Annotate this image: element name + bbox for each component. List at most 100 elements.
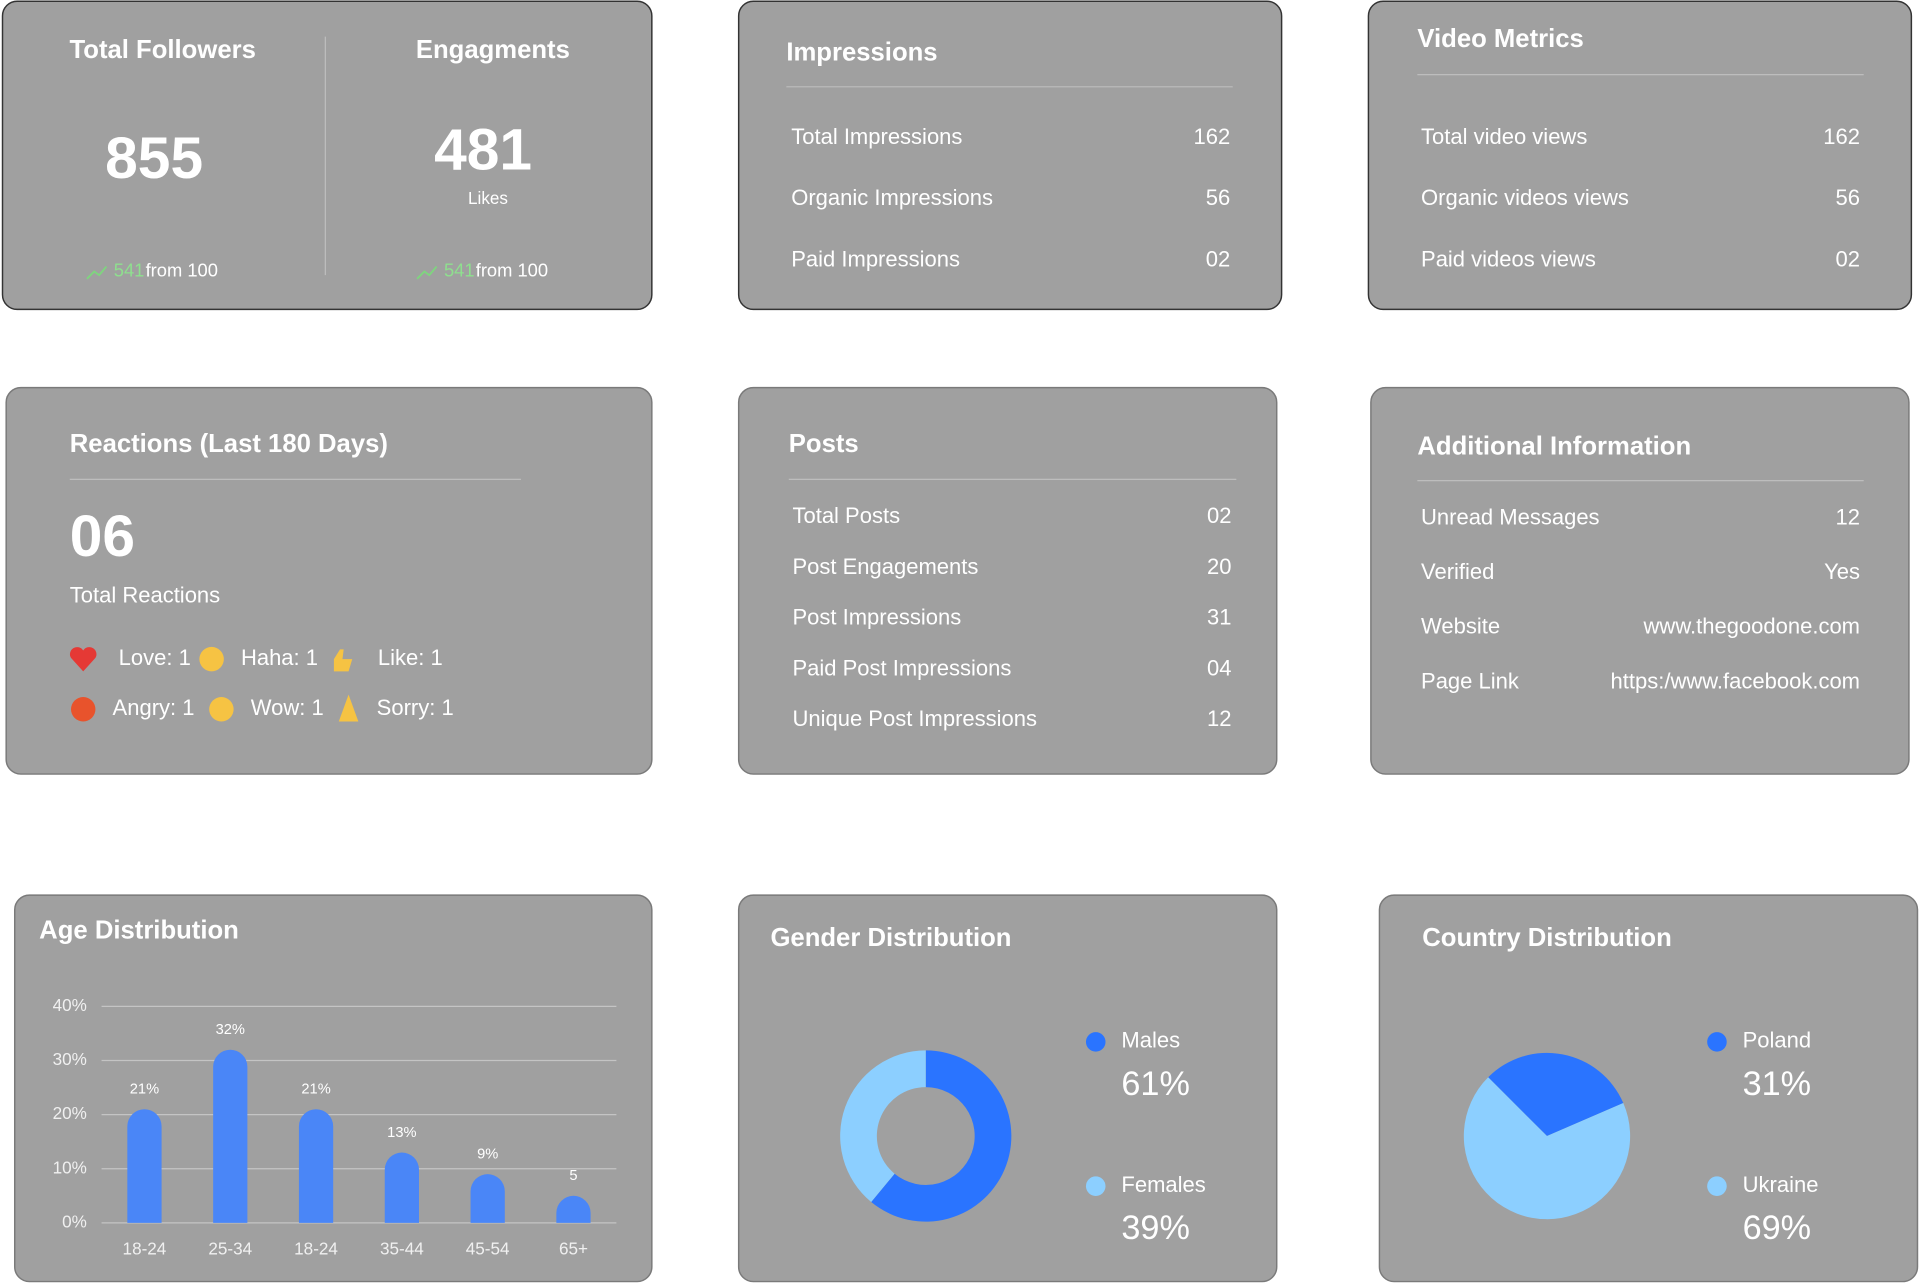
card-title: Additional Information [1417,432,1691,460]
row-label: Total Posts [792,503,900,528]
row-label: Verified [1421,559,1494,584]
row-value: 04 [1207,655,1231,680]
reaction-label: Sorry: 1 [377,695,454,720]
row-value: www.thegoodone.com [1643,614,1860,639]
row-label: Website [1421,614,1500,639]
legend-label: Females [1121,1172,1205,1197]
x-tick-label: 65+ [559,1239,588,1258]
slice [1463,1077,1631,1220]
slice [871,1050,1012,1222]
card [13,894,653,1283]
card [737,0,1283,311]
card-title: Video Metrics [1417,25,1583,53]
legend-swatch [1085,1032,1106,1052]
x-tick-label: 45-54 [466,1239,510,1258]
legend-value: 61% [1121,1065,1190,1103]
emoji-like [333,649,353,672]
value-label: 21% [130,1082,159,1098]
legend-swatch [1707,1176,1727,1196]
trend-text: from 100 [476,259,548,280]
row-label: Unread Messages [1421,504,1600,529]
emoji-love [69,647,97,672]
metric-unit: Likes [468,189,508,208]
card [737,894,1278,1283]
y-tick-label: 10% [53,1158,87,1177]
row-value: 02 [1206,246,1230,271]
bar [298,1109,334,1223]
trend-text: from 100 [146,259,218,280]
reaction-label: Angry: 1 [113,695,195,720]
chart-title: Gender Distribution [770,924,1011,952]
value-label: 13% [387,1125,416,1141]
chart-title: Country Distribution [1422,924,1672,952]
card-title: Total Followers [70,36,256,64]
reaction-label: Like: 1 [378,645,443,670]
trend-icon [86,265,108,280]
legend-value: 39% [1121,1209,1190,1247]
card-title: Reactions (Last 180 Days) [70,430,388,458]
row-label: Total video views [1421,124,1587,149]
card-title: Posts [789,430,859,458]
bar [213,1049,248,1223]
bar [384,1152,419,1223]
card [737,386,1278,775]
row-label: Post Impressions [792,605,961,630]
card [1370,386,1910,775]
row-value: Yes [1824,559,1860,584]
emoji-sorry [338,694,359,722]
metric-label: Total Reactions [70,583,220,608]
card [1,0,653,311]
row-label: Paid Impressions [791,246,960,271]
row-label: Page Link [1421,668,1520,693]
x-tick-label: 18-24 [294,1239,338,1258]
legend-label: Poland [1743,1028,1812,1053]
value-label: 9% [477,1146,498,1162]
x-tick-label: 25-34 [208,1239,252,1258]
row-value: 31 [1207,605,1231,630]
value-label: 21% [301,1082,330,1098]
legend-value: 31% [1743,1065,1812,1103]
reaction-label: Haha: 1 [241,645,318,670]
row-value: 12 [1836,504,1860,529]
emoji-angry [70,697,96,722]
metric-value: 06 [70,504,135,569]
emoji-haha [199,646,224,672]
card [1378,894,1919,1283]
legend-swatch [1707,1032,1727,1052]
reaction-label: Wow: 1 [251,695,324,720]
row-value: 56 [1206,185,1230,210]
chart-title: Age Distribution [39,917,239,945]
reaction-label: Love: 1 [119,645,191,670]
legend-label: Ukraine [1743,1172,1819,1197]
slice [1488,1052,1624,1137]
y-tick-label: 0% [62,1212,87,1231]
row-label: Paid videos views [1421,246,1596,271]
row-value: 20 [1207,554,1231,579]
row-value: 162 [1823,124,1860,149]
row-value: 02 [1836,246,1860,271]
row-label: Paid Post Impressions [792,655,1011,680]
row-label: Organic Impressions [791,185,993,210]
slice [840,1050,926,1202]
row-label: Unique Post Impressions [792,706,1037,731]
value-label: 5 [569,1168,577,1184]
trend-value: 541 [114,259,145,280]
bar [556,1195,591,1223]
legend-swatch [1085,1176,1106,1196]
metric-value: 481 [434,118,532,183]
legend-value: 69% [1743,1209,1812,1247]
row-value: 12 [1207,706,1231,731]
row-value: 02 [1207,503,1231,528]
row-value: 162 [1194,124,1231,149]
y-tick-label: 30% [53,1050,87,1069]
bar [470,1174,505,1223]
card [1367,0,1913,311]
y-tick-label: 20% [53,1104,87,1123]
x-tick-label: 35-44 [380,1239,424,1258]
row-label: Total Impressions [791,124,962,149]
legend-label: Males [1121,1028,1180,1053]
emoji-wow [209,697,234,722]
row-label: Post Engagements [792,554,978,579]
metric-value: 855 [105,126,203,191]
